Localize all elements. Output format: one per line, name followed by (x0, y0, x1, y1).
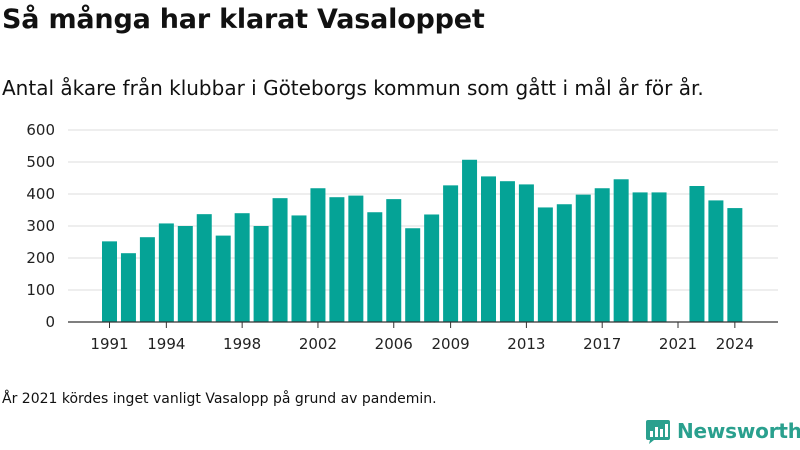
x-tick-label: 1998 (223, 335, 261, 353)
bar-2013 (518, 184, 534, 322)
x-tick-label: 1994 (147, 335, 185, 353)
bar-2015 (556, 204, 572, 322)
x-tick-label: 2009 (432, 335, 470, 353)
bar-2009 (443, 185, 459, 322)
newsworthy-logo-icon (646, 420, 670, 444)
bar-1993 (139, 237, 155, 322)
bar-1998 (234, 213, 250, 322)
bar-2003 (329, 197, 345, 322)
bar-2001 (291, 215, 307, 322)
x-tick-label: 2017 (583, 335, 621, 353)
bar-2023 (708, 200, 724, 322)
bar-1997 (215, 235, 231, 322)
bar-2010 (462, 159, 478, 322)
y-tick-label: 200 (26, 249, 55, 267)
bar-2008 (424, 214, 440, 322)
bar-1994 (158, 223, 174, 322)
y-tick-label: 400 (26, 185, 55, 203)
y-tick-label: 600 (26, 121, 55, 139)
x-tick-label: 2006 (375, 335, 413, 353)
bar-1992 (120, 253, 136, 322)
bar-2004 (348, 195, 364, 322)
bar-2002 (310, 188, 326, 322)
bar-1991 (102, 241, 117, 322)
bar-2017 (594, 188, 610, 322)
bar-2019 (632, 192, 648, 322)
bar-2014 (537, 207, 553, 322)
bar-2005 (367, 212, 383, 322)
chart-title: Så många har klarat Vasaloppet (2, 4, 485, 35)
bar-chart: 0 100 200 300 400 500 600 1991 1994 1998 2002 2006 2… (26, 121, 778, 353)
bar-1996 (196, 214, 212, 322)
brand-name: Newsworthy (677, 419, 800, 443)
bar-1999 (253, 226, 269, 322)
y-tick-label: 500 (26, 153, 55, 171)
x-tick-label: 2013 (507, 335, 545, 353)
x-tick-label: 1991 (90, 335, 128, 353)
x-tick-label: 2002 (299, 335, 337, 353)
bar-2022 (689, 186, 705, 322)
x-tick-label: 2024 (716, 335, 754, 353)
y-tick-label: 300 (26, 217, 55, 235)
bar-2018 (613, 179, 629, 322)
x-tick-label: 2021 (659, 335, 697, 353)
brand-logo: Newsworthy (645, 418, 800, 444)
bar-2000 (272, 198, 288, 322)
bar-2006 (386, 199, 402, 322)
bar-1995 (177, 226, 193, 322)
footnote: År 2021 kördes inget vanligt Vasalopp på… (2, 391, 437, 407)
chart-subtitle: Antal åkare från klubbar i Göteborgs kom… (2, 76, 704, 100)
bar-2016 (575, 194, 591, 322)
bar-2024 (727, 208, 743, 322)
y-tick-label: 0 (45, 313, 55, 331)
bar-2012 (499, 181, 515, 322)
bar-2011 (481, 176, 496, 322)
bar-2020 (651, 192, 667, 322)
bar-2007 (405, 228, 421, 322)
y-tick-label: 100 (26, 281, 55, 299)
